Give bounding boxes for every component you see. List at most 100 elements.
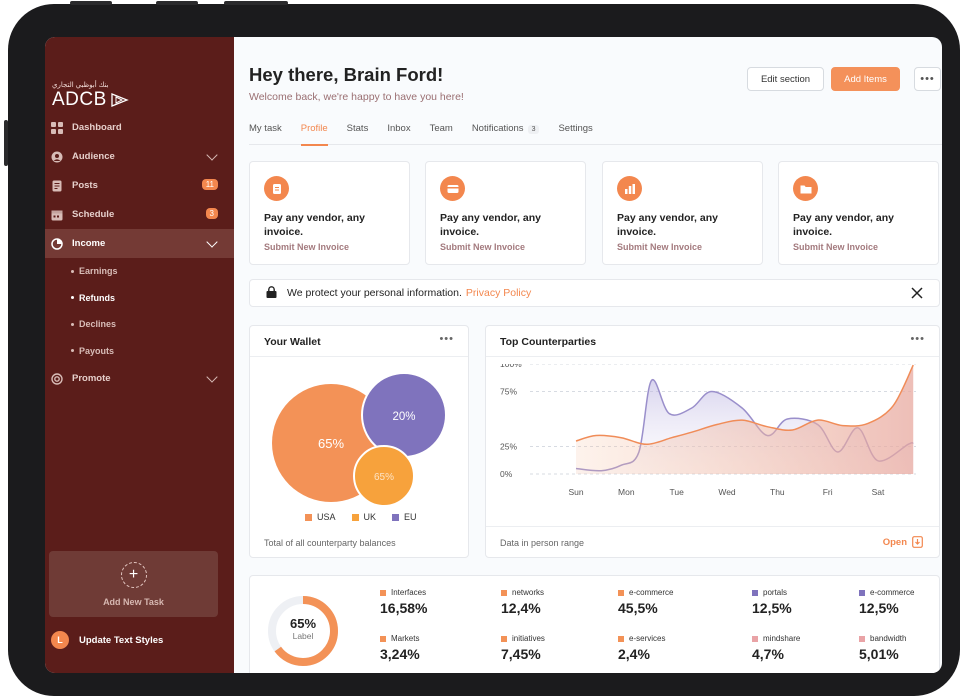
donut-value-arc xyxy=(268,596,338,666)
schedule-count-badge: 3 xyxy=(205,208,218,219)
main-content: Hey there, Brain Ford! Welcome back, we'… xyxy=(234,37,942,673)
plus-icon: + xyxy=(120,561,147,588)
invoice-card[interactable]: Pay any vendor, any invoice. Submit New … xyxy=(778,161,939,265)
counterparties-more-button[interactable]: ••• xyxy=(910,333,925,345)
add-task-label: Add New Task xyxy=(103,596,164,607)
legend-item-eu: EU xyxy=(392,512,417,522)
sidebar-item-label: Income xyxy=(72,238,106,249)
donut-label: Label xyxy=(292,631,314,641)
legend-label: UK xyxy=(363,512,377,522)
tab-profile[interactable]: Profile xyxy=(300,123,328,146)
tablet-top-button-2 xyxy=(156,1,198,5)
avatar: L xyxy=(51,631,69,649)
edit-section-button[interactable]: Edit section xyxy=(747,67,824,91)
counterparties-panel: Top Counterparties ••• 100% 75% xyxy=(485,325,940,558)
submit-invoice-link[interactable]: Submit New Invoice xyxy=(440,242,526,252)
privacy-policy-link[interactable]: Privacy Policy xyxy=(465,287,532,299)
more-options-button[interactable]: ••• xyxy=(914,67,941,91)
sidebar-item-promote[interactable]: Promote xyxy=(45,364,234,393)
invoice-card[interactable]: Pay any vendor, any invoice. Submit New … xyxy=(425,161,586,265)
y-tick-label: 0% xyxy=(500,469,513,479)
bubble-uk xyxy=(353,445,415,507)
legend-item-uk: UK xyxy=(351,512,377,522)
stat-value: 16,58% xyxy=(380,600,428,616)
wallet-more-button[interactable]: ••• xyxy=(439,333,454,345)
stat-label: bandwidth xyxy=(870,634,907,643)
y-tick-label: 75% xyxy=(500,387,517,397)
tab-notifications[interactable]: Notifications 3 xyxy=(472,123,540,145)
counterparties-footer: Data in person range xyxy=(500,538,585,548)
sidebar-item-schedule[interactable]: Schedule 3 xyxy=(45,200,234,229)
sidebar-item-audience[interactable]: Audience xyxy=(45,142,234,171)
brand-logo[interactable]: بنك أبوظبي التجاري ADCB xyxy=(52,81,130,111)
wallet-panel: Your Wallet ••• 65% 20% 65% USA UK EU To… xyxy=(249,325,469,558)
tab-notifications-label: Notifications xyxy=(471,123,524,134)
sidebar-item-label: Audience xyxy=(72,151,115,162)
chevron-down-icon[interactable] xyxy=(206,371,218,383)
legend-swatch xyxy=(305,514,312,522)
stat-item: bandwidth 5,01% xyxy=(859,634,906,662)
stat-label-row: e-commerce xyxy=(859,588,914,597)
stat-label: Markets xyxy=(391,634,420,643)
stat-label-row: e-services xyxy=(618,634,665,643)
stat-label-row: initiatives xyxy=(501,634,545,643)
sidebar-subitem-refunds[interactable]: Refunds xyxy=(45,285,234,312)
app-screen: بنك أبوظبي التجاري ADCB Dashboard Audien… xyxy=(45,37,942,673)
tab-team[interactable]: Team xyxy=(429,123,453,134)
counterparties-title: Top Counterparties xyxy=(500,336,597,348)
submit-invoice-link[interactable]: Submit New Invoice xyxy=(264,242,350,252)
stat-label: e-commerce xyxy=(870,588,915,597)
tab-my-task[interactable]: My task xyxy=(249,123,282,134)
privacy-text: We protect your personal information. xyxy=(287,287,462,299)
stat-swatch xyxy=(618,589,624,596)
invoice-card[interactable]: Pay any vendor, any invoice. Submit New … xyxy=(602,161,763,265)
close-icon[interactable] xyxy=(911,287,923,302)
bullet-icon xyxy=(71,269,74,273)
stat-item: initiatives 7,45% xyxy=(501,634,545,662)
stat-item: e-commerce 45,5% xyxy=(618,588,673,616)
update-text-styles-button[interactable]: L Update Text Styles xyxy=(51,631,163,649)
stat-item: portals 12,5% xyxy=(752,588,792,616)
stat-value: 3,24% xyxy=(380,646,420,662)
x-tick-label: Mon xyxy=(618,487,635,497)
submit-invoice-link[interactable]: Submit New Invoice xyxy=(793,242,879,252)
wallet-legend: USA UK EU xyxy=(305,512,417,522)
income-icon xyxy=(51,237,63,250)
sidebar-subitem-earnings[interactable]: Earnings xyxy=(45,258,234,285)
sidebar-item-dashboard[interactable]: Dashboard xyxy=(45,113,234,142)
add-task-button[interactable]: + Add New Task xyxy=(49,551,218,617)
stats-panel: 65% Label Interfaces 16,58% networks 12,4% e… xyxy=(249,575,940,673)
brand-arabic-name: بنك أبوظبي التجاري xyxy=(52,82,109,89)
document-icon xyxy=(51,180,63,192)
chevron-down-icon[interactable] xyxy=(206,236,218,248)
sidebar-item-label: Posts xyxy=(72,180,98,191)
tab-stats[interactable]: Stats xyxy=(346,123,369,134)
sidebar-item-income[interactable]: Income xyxy=(45,229,234,258)
stat-swatch xyxy=(859,635,865,642)
tablet-frame: بنك أبوظبي التجاري ADCB Dashboard Audien… xyxy=(4,1,960,696)
stat-label-row: mindshare xyxy=(752,634,800,643)
add-items-button[interactable]: Add Items xyxy=(831,67,900,91)
y-tick-label: 25% xyxy=(500,442,517,452)
tab-inbox[interactable]: Inbox xyxy=(387,123,411,134)
privacy-banner: We protect your personal information. Pr… xyxy=(249,279,940,307)
calendar-icon xyxy=(51,209,63,221)
notifications-count-badge: 3 xyxy=(527,125,540,134)
stat-label: mindshare xyxy=(763,634,801,643)
stat-item: mindshare 4,7% xyxy=(752,634,800,662)
stat-label-row: Interfaces xyxy=(380,588,427,597)
submit-invoice-link[interactable]: Submit New Invoice xyxy=(617,242,703,252)
chevron-down-icon[interactable] xyxy=(206,149,218,161)
y-tick-label: 100% xyxy=(500,364,522,369)
sidebar-subitem-payouts[interactable]: Payouts xyxy=(45,338,234,365)
stat-label-row: bandwidth xyxy=(859,634,906,643)
bar-chart-icon xyxy=(617,176,642,201)
invoice-card-title: Pay any vendor, any invoice. xyxy=(440,212,541,238)
sidebar-item-posts[interactable]: Posts 11 xyxy=(45,171,234,200)
invoice-card[interactable]: Pay any vendor, any invoice. Submit New … xyxy=(249,161,410,265)
tab-settings[interactable]: Settings xyxy=(558,123,593,134)
stat-label: initiatives xyxy=(512,634,545,643)
open-button[interactable]: Open xyxy=(883,536,923,548)
sidebar-subitem-declines[interactable]: Declines xyxy=(45,311,234,338)
brand-name: ADCB xyxy=(52,89,107,110)
